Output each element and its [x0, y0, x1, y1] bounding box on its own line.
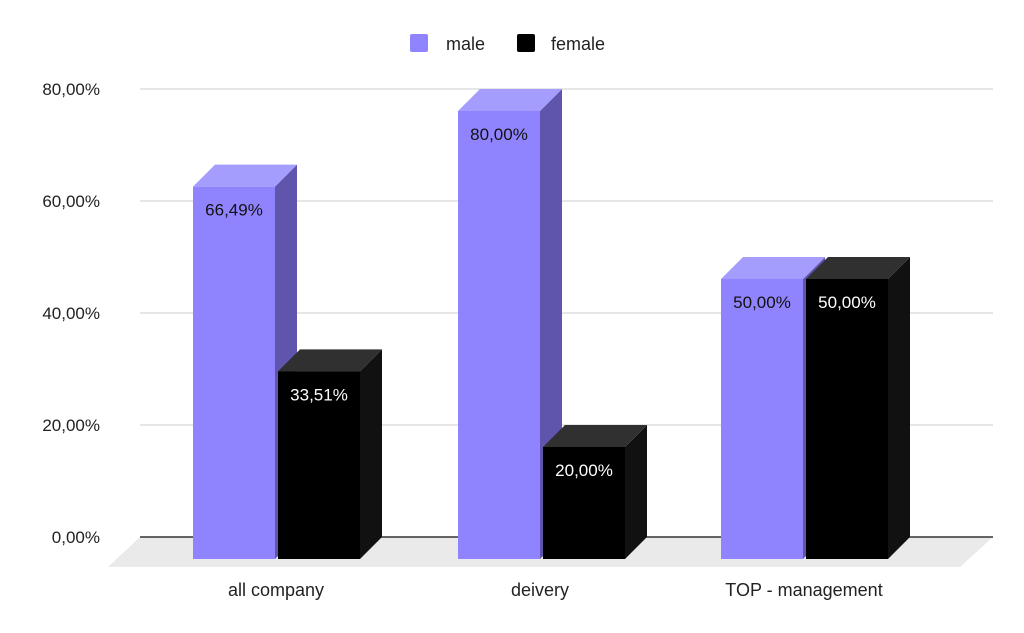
bar-side	[888, 257, 910, 559]
bar-front	[278, 371, 360, 559]
legend: male female	[410, 34, 605, 54]
bar-female-1[interactable]: 20,00%	[543, 425, 647, 559]
bar-top	[193, 164, 297, 187]
legend-item-female[interactable]: female	[517, 34, 605, 54]
bar-front	[193, 186, 275, 559]
bar-front	[721, 279, 803, 559]
bar-side	[360, 349, 382, 559]
bar-value-label: 50,00%	[818, 293, 876, 312]
bar-top	[806, 257, 910, 279]
y-tick-label: 80,00%	[42, 80, 100, 99]
y-tick-label: 20,00%	[42, 416, 100, 435]
bar-front	[543, 447, 625, 559]
bars: 66,49% 33,51% 80,00% 20,00% 50,00% 50,00%	[193, 89, 910, 559]
y-axis-ticks: 0,00% 20,00% 40,00% 60,00% 80,00%	[42, 80, 100, 547]
bar-side	[625, 425, 647, 559]
x-category-label: all company	[228, 580, 324, 600]
bar-value-label: 50,00%	[733, 293, 791, 312]
x-category-label: TOP - management	[725, 580, 882, 600]
bar-male-0[interactable]: 66,49%	[193, 164, 297, 559]
bar-male-1[interactable]: 80,00%	[458, 89, 562, 559]
legend-swatch-female	[517, 34, 535, 52]
bar-front	[806, 279, 888, 559]
legend-label-female: female	[551, 34, 605, 54]
legend-label-male: male	[446, 34, 485, 54]
bar-value-label: 66,49%	[205, 201, 263, 220]
legend-swatch-male	[410, 34, 428, 52]
bar-value-label: 80,00%	[470, 125, 528, 144]
bar-value-label: 33,51%	[290, 385, 348, 404]
bar-top	[278, 349, 382, 372]
bar-female-0[interactable]: 33,51%	[278, 349, 382, 559]
x-category-label: deivery	[511, 580, 569, 600]
bar-top	[543, 425, 647, 447]
bar-value-label: 20,00%	[555, 461, 613, 480]
legend-item-male[interactable]: male	[410, 34, 485, 54]
y-tick-label: 60,00%	[42, 192, 100, 211]
bar-top	[458, 89, 562, 111]
y-tick-label: 0,00%	[52, 528, 100, 547]
y-tick-label: 40,00%	[42, 304, 100, 323]
bar-front	[458, 111, 540, 559]
bar-top	[721, 257, 825, 279]
bar-female-2[interactable]: 50,00%	[806, 257, 910, 559]
x-axis-categories: all company deivery TOP - management	[228, 580, 883, 600]
